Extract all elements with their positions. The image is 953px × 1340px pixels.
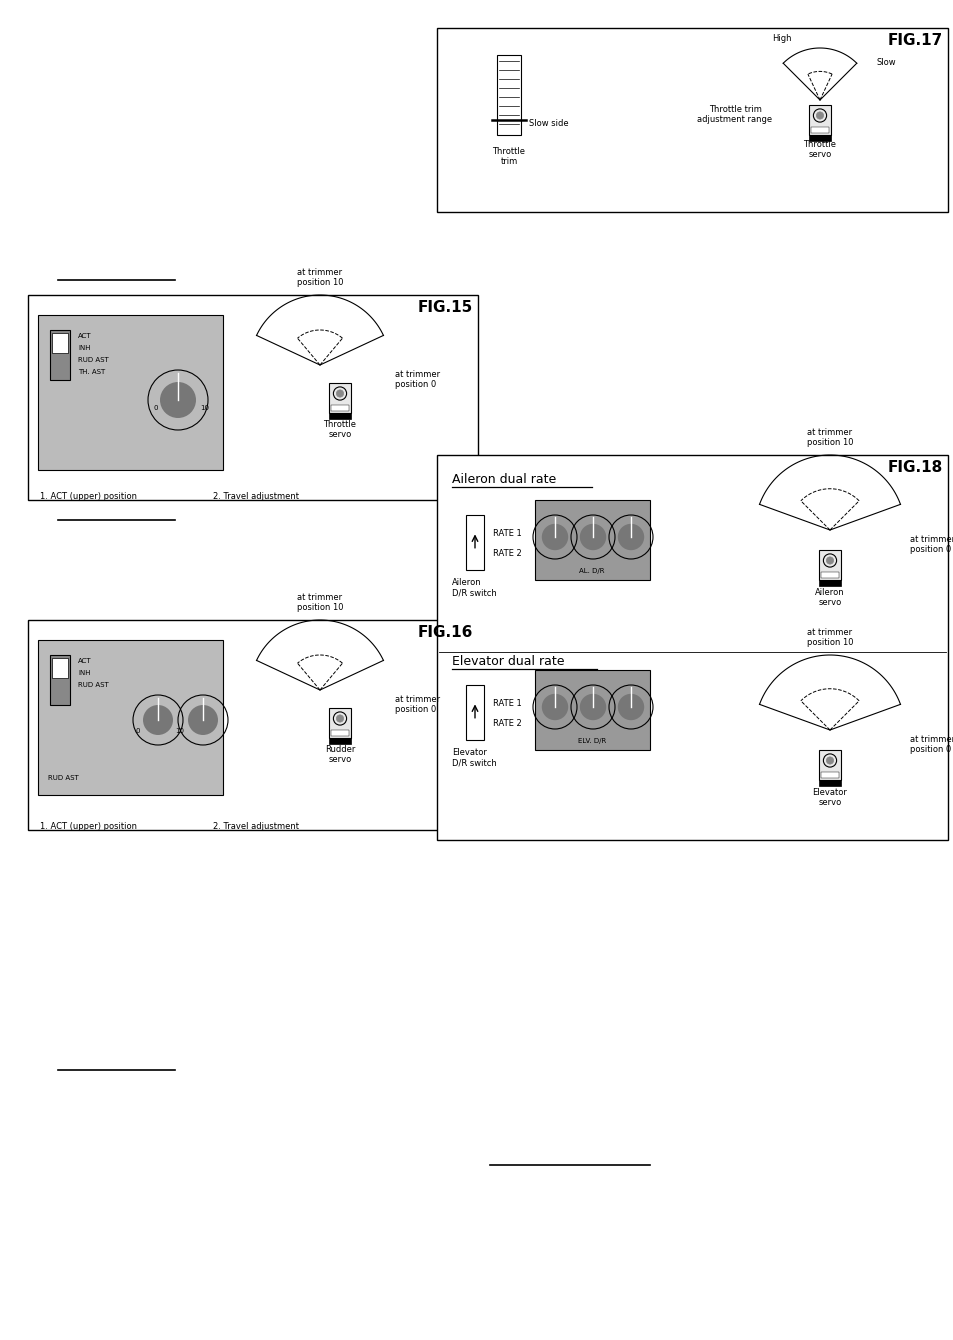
Text: at trimmer
position 10: at trimmer position 10 (296, 592, 343, 612)
Circle shape (188, 705, 218, 736)
Circle shape (618, 694, 643, 720)
Bar (535, 500, 649, 580)
Text: RATE 1: RATE 1 (493, 529, 521, 537)
Text: Elevator dual rate: Elevator dual rate (452, 655, 564, 669)
Text: Elevator
D/R switch: Elevator D/R switch (452, 748, 497, 768)
Bar (329, 413, 351, 419)
Text: Slow: Slow (876, 58, 896, 67)
Bar (818, 780, 841, 787)
Text: 1. ACT (upper) position: 1. ACT (upper) position (40, 821, 137, 831)
Text: Throttle
servo: Throttle servo (323, 419, 356, 440)
Text: 1. ACT (upper) position: 1. ACT (upper) position (40, 492, 137, 501)
Bar (436, 28, 947, 212)
Bar (436, 456, 947, 840)
Bar (818, 580, 841, 586)
Text: RUD AST: RUD AST (78, 356, 109, 363)
Circle shape (541, 524, 568, 551)
Text: at trimmer
position 10: at trimmer position 10 (806, 427, 852, 448)
Text: at trimmer
position 0: at trimmer position 0 (395, 695, 439, 714)
Text: at trimmer
position 0: at trimmer position 0 (395, 370, 439, 390)
Circle shape (336, 390, 343, 397)
Text: Aileron
D/R switch: Aileron D/R switch (452, 578, 497, 598)
Bar (329, 708, 351, 738)
Text: ELV. D/R: ELV. D/R (578, 738, 605, 744)
Bar (331, 730, 349, 736)
Text: High: High (772, 34, 791, 43)
Text: RATE 2: RATE 2 (493, 720, 521, 728)
Text: AL. D/R: AL. D/R (578, 568, 604, 574)
Bar (818, 549, 841, 580)
Text: Elevator
servo: Elevator servo (812, 788, 846, 808)
Bar (465, 685, 483, 740)
Text: at trimmer
position 10: at trimmer position 10 (806, 627, 852, 647)
Bar (497, 55, 520, 135)
Bar (50, 330, 70, 381)
Circle shape (825, 557, 833, 564)
Text: at trimmer
position 10: at trimmer position 10 (296, 268, 343, 287)
Circle shape (618, 524, 643, 551)
Bar (821, 772, 838, 779)
Circle shape (579, 524, 605, 551)
Text: Throttle
trim: Throttle trim (492, 147, 525, 166)
Text: RATE 2: RATE 2 (493, 549, 521, 557)
Text: 10: 10 (200, 405, 210, 411)
Text: Rudder
servo: Rudder servo (324, 745, 355, 764)
Circle shape (143, 705, 172, 736)
Text: RUD AST: RUD AST (78, 682, 109, 687)
Bar (465, 515, 483, 570)
Bar (52, 658, 68, 678)
Text: 2. Travel adjustment: 2. Travel adjustment (213, 492, 298, 501)
Circle shape (825, 757, 833, 764)
Text: Throttle trim
adjustment range: Throttle trim adjustment range (697, 105, 772, 125)
Text: ACT: ACT (78, 334, 91, 339)
Text: RATE 1: RATE 1 (493, 699, 521, 708)
Text: at trimmer
position 0: at trimmer position 0 (909, 535, 953, 555)
Circle shape (579, 694, 605, 720)
Text: INH: INH (78, 344, 91, 351)
Bar (535, 670, 649, 750)
Bar (808, 105, 830, 135)
Text: FIG.16: FIG.16 (417, 624, 473, 641)
Bar (329, 383, 351, 413)
Bar (808, 135, 830, 141)
Text: FIG.17: FIG.17 (887, 34, 942, 48)
Bar (818, 750, 841, 780)
Bar (50, 655, 70, 705)
Text: Slow side: Slow side (529, 118, 568, 127)
Text: Throttle
servo: Throttle servo (802, 139, 836, 159)
Bar (329, 738, 351, 744)
Text: Aileron dual rate: Aileron dual rate (452, 473, 556, 486)
Circle shape (816, 111, 822, 119)
Text: 0: 0 (153, 405, 158, 411)
Bar (38, 641, 223, 795)
Bar (810, 127, 828, 133)
Circle shape (541, 694, 568, 720)
Text: RUD AST: RUD AST (48, 775, 79, 781)
Text: at trimmer
position 0: at trimmer position 0 (909, 736, 953, 754)
Text: TH. AST: TH. AST (78, 369, 105, 375)
Bar (38, 315, 223, 470)
Text: INH: INH (78, 670, 91, 675)
Text: ACT: ACT (78, 658, 91, 665)
Text: 0: 0 (135, 728, 140, 734)
Text: FIG.18: FIG.18 (887, 460, 942, 474)
Bar (821, 572, 838, 578)
Text: FIG.15: FIG.15 (417, 300, 473, 315)
Bar (28, 620, 477, 829)
Bar (331, 405, 349, 411)
Text: Aileron
servo: Aileron servo (814, 588, 844, 607)
Circle shape (336, 714, 343, 722)
Text: 10: 10 (175, 728, 184, 734)
Bar (28, 295, 477, 500)
Bar (52, 334, 68, 352)
Text: 2. Travel adjustment: 2. Travel adjustment (213, 821, 298, 831)
Circle shape (160, 382, 195, 418)
